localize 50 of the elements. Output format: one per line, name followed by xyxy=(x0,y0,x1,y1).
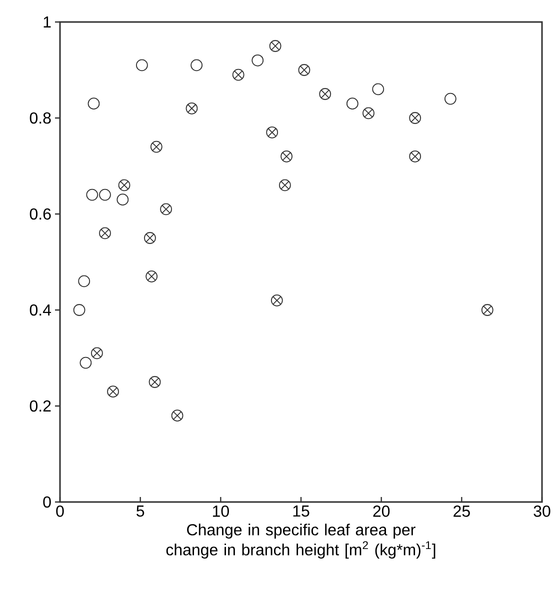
x-tick-label: 10 xyxy=(212,506,229,517)
point xyxy=(99,227,111,240)
point xyxy=(346,98,358,110)
point xyxy=(372,83,384,96)
point xyxy=(78,275,90,288)
x-tick-label: 20 xyxy=(373,506,390,517)
point xyxy=(116,194,129,206)
point xyxy=(73,304,86,316)
y-tick-label: 0 xyxy=(43,496,51,508)
x-tick-label: 5 xyxy=(136,506,144,517)
point xyxy=(150,140,162,153)
point xyxy=(444,92,456,105)
point xyxy=(278,179,291,192)
y-tick-label: 0.4 xyxy=(30,304,52,316)
point xyxy=(270,294,283,306)
point xyxy=(280,150,292,162)
point xyxy=(186,102,198,114)
y-tick-label: 0.2 xyxy=(30,400,51,412)
point xyxy=(88,98,100,110)
point xyxy=(409,150,422,162)
x-tick-label: 30 xyxy=(534,506,550,517)
point xyxy=(481,304,494,316)
y-tick-label: 0.8 xyxy=(30,112,51,124)
point xyxy=(146,270,158,282)
point xyxy=(319,88,332,100)
point xyxy=(118,179,130,192)
point xyxy=(86,188,98,201)
point xyxy=(160,203,172,216)
x-axis-title: Change in specific leaf area per change in branch height [m$^{2}$ (kg*m)$^{-1}$] xyxy=(166,524,436,559)
y-tick-label: 0.6 xyxy=(30,208,51,220)
point xyxy=(148,376,161,388)
point xyxy=(266,126,278,138)
x-tick-label: 0 xyxy=(56,506,64,517)
point xyxy=(269,40,282,52)
point xyxy=(252,54,264,66)
point xyxy=(91,347,103,360)
point xyxy=(190,59,203,72)
point xyxy=(107,386,119,398)
point xyxy=(409,112,422,124)
point xyxy=(136,59,148,72)
point xyxy=(232,68,244,81)
point xyxy=(171,410,184,422)
point xyxy=(144,232,156,244)
y-tick-label: 1 xyxy=(44,16,51,28)
x-tick-label: 15 xyxy=(293,506,310,517)
point xyxy=(298,64,310,76)
point xyxy=(99,188,111,201)
x-tick-label: 25 xyxy=(454,506,470,517)
point xyxy=(362,107,374,120)
point xyxy=(80,356,92,369)
